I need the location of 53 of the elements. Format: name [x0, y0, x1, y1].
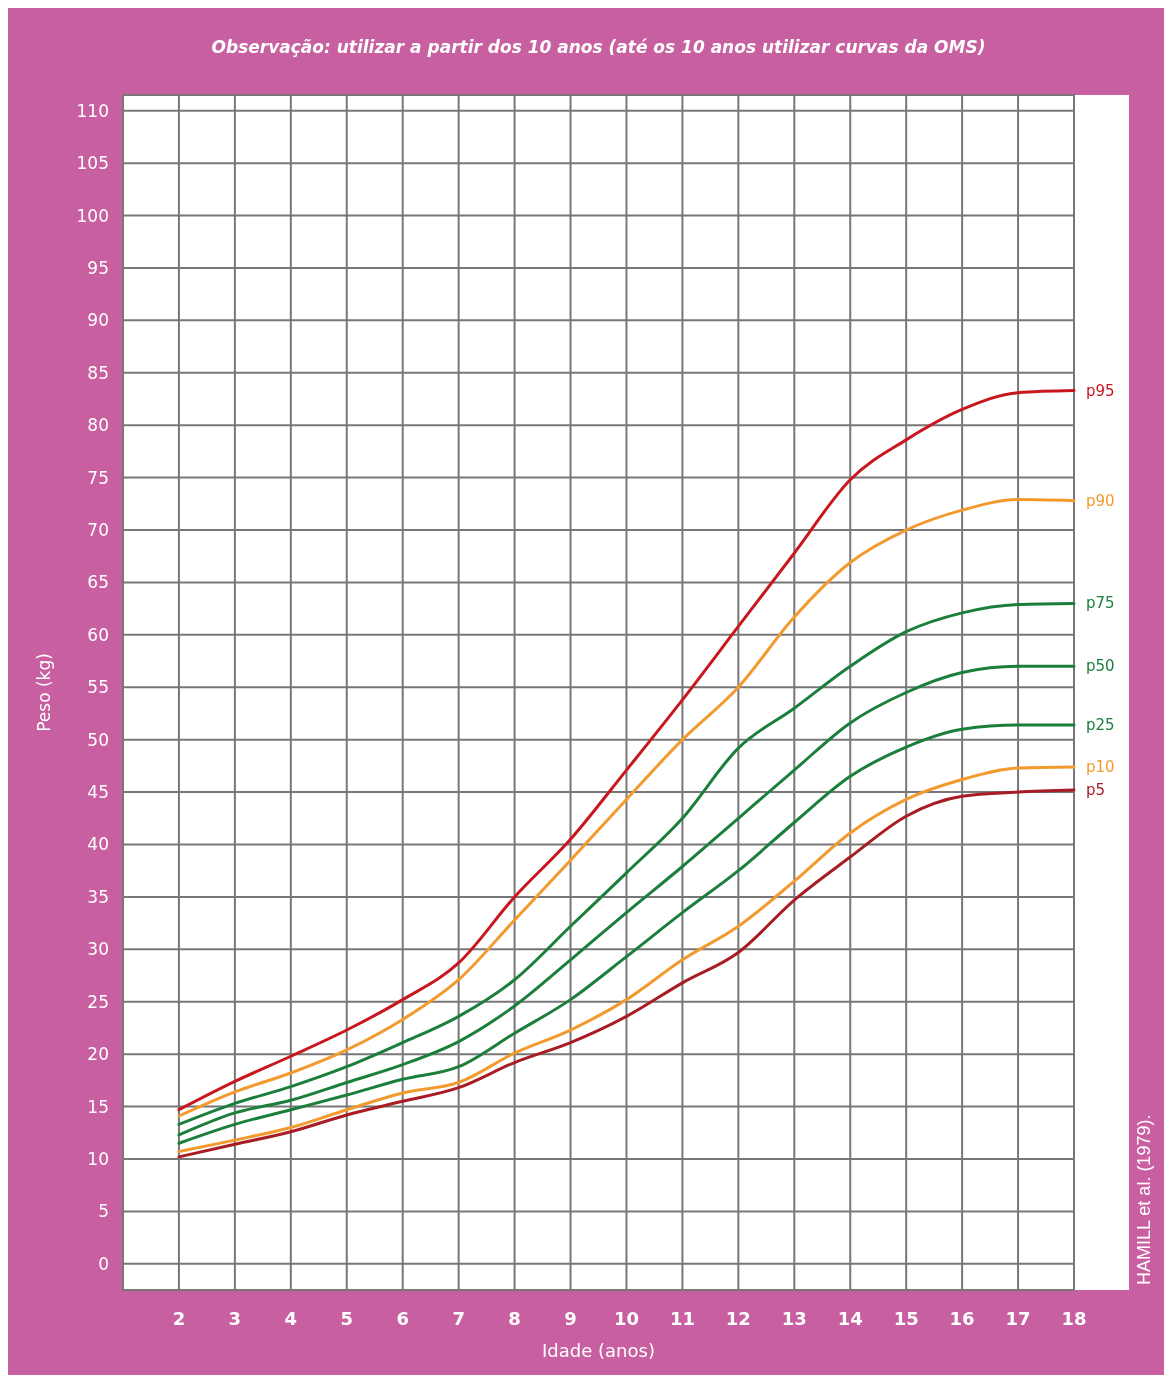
series-label: p25	[1086, 716, 1115, 734]
y-tick-label: 60	[87, 624, 109, 645]
y-tick-label: 20	[87, 1044, 109, 1065]
y-tick-label: 55	[87, 677, 109, 698]
x-tick-label: 3	[228, 1308, 242, 1329]
y-tick-label: 75	[87, 467, 109, 488]
x-tick-label: 7	[452, 1308, 465, 1329]
x-tick-label: 9	[564, 1308, 577, 1329]
x-tick-label: 10	[613, 1308, 639, 1329]
y-axis-title: Peso (kg)	[34, 653, 54, 732]
y-tick-label: 80	[87, 415, 109, 436]
y-tick-label: 100	[76, 205, 109, 226]
y-tick-label: 70	[87, 520, 109, 541]
y-tick-label: 30	[87, 939, 109, 960]
x-axis-title: Idade (anos)	[542, 1340, 655, 1361]
x-tick-label: 6	[396, 1308, 409, 1329]
x-tick-label: 2	[172, 1308, 186, 1329]
y-tick-label: 35	[87, 886, 109, 907]
x-tick-label: 17	[1005, 1308, 1031, 1329]
series-label: p90	[1086, 491, 1115, 510]
y-tick-label: 50	[87, 729, 109, 750]
x-tick-label: 5	[340, 1308, 354, 1329]
y-tick-label: 25	[87, 991, 109, 1012]
y-tick-label: 105	[76, 153, 109, 174]
x-tick-label: 11	[669, 1308, 695, 1329]
x-tick-label: 15	[893, 1308, 919, 1329]
line-series	[177, 498, 1076, 1118]
y-tick-label: 5	[98, 1201, 109, 1222]
text: HAMILL et al. (1979).	[1134, 1114, 1154, 1285]
y-tick-label: 65	[87, 572, 109, 593]
y-tick-label: 85	[87, 362, 109, 383]
y-tick-label: 0	[98, 1253, 109, 1274]
x-tick-label: 14	[837, 1308, 863, 1329]
x-tick-label: 12	[725, 1308, 751, 1329]
y-tick-label: 45	[87, 782, 109, 803]
y-tick-label: 40	[87, 834, 109, 855]
chart-title: Observação: utilizar a partir dos 10 anos (até os 10 anos utilizar curvas da OMS)	[211, 37, 986, 57]
series-label: p5	[1086, 780, 1106, 799]
y-tick-label: 15	[87, 1096, 109, 1117]
line-series	[177, 389, 1076, 1112]
x-tick-label: 16	[949, 1308, 975, 1329]
series-label: p50	[1086, 657, 1115, 676]
y-tick-label: 90	[87, 310, 109, 331]
series-label: p10	[1086, 757, 1115, 776]
series-label: p95	[1086, 381, 1115, 400]
x-tick-label: 13	[781, 1308, 807, 1329]
x-tick-label: 18	[1061, 1308, 1087, 1329]
y-tick-label: 95	[87, 257, 109, 278]
series-label: p75	[1086, 594, 1115, 613]
x-tick-label: 8	[508, 1308, 521, 1329]
x-tick-label: 4	[284, 1308, 298, 1329]
y-tick-label: 110	[76, 100, 109, 121]
y-tick-label: 10	[87, 1148, 109, 1169]
